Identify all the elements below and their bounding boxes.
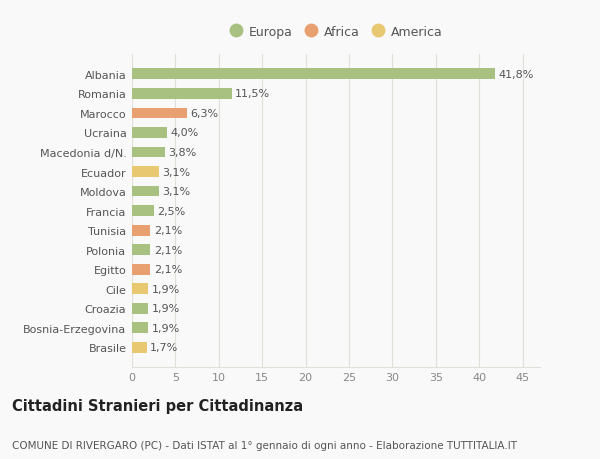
Text: 41,8%: 41,8% bbox=[499, 70, 534, 79]
Text: 1,9%: 1,9% bbox=[152, 304, 180, 313]
Text: COMUNE DI RIVERGARO (PC) - Dati ISTAT al 1° gennaio di ogni anno - Elaborazione : COMUNE DI RIVERGARO (PC) - Dati ISTAT al… bbox=[12, 440, 517, 450]
Text: 6,3%: 6,3% bbox=[190, 109, 218, 118]
Bar bbox=[132, 284, 148, 295]
Bar bbox=[132, 69, 495, 80]
Text: 2,5%: 2,5% bbox=[157, 206, 185, 216]
Text: 3,1%: 3,1% bbox=[163, 167, 191, 177]
Text: 1,9%: 1,9% bbox=[152, 284, 180, 294]
Text: Cittadini Stranieri per Cittadinanza: Cittadini Stranieri per Cittadinanza bbox=[12, 398, 303, 413]
Bar bbox=[132, 245, 150, 256]
Bar bbox=[132, 89, 232, 100]
Text: 3,1%: 3,1% bbox=[163, 187, 191, 196]
Bar bbox=[132, 303, 148, 314]
Bar bbox=[132, 264, 150, 275]
Bar bbox=[132, 128, 167, 139]
Bar bbox=[132, 147, 165, 158]
Text: 11,5%: 11,5% bbox=[235, 89, 271, 99]
Legend: Europa, Africa, America: Europa, Africa, America bbox=[224, 21, 448, 44]
Text: 2,1%: 2,1% bbox=[154, 245, 182, 255]
Bar bbox=[132, 342, 147, 353]
Text: 4,0%: 4,0% bbox=[170, 128, 199, 138]
Bar bbox=[132, 225, 150, 236]
Text: 1,9%: 1,9% bbox=[152, 323, 180, 333]
Text: 1,7%: 1,7% bbox=[150, 343, 178, 353]
Bar bbox=[132, 186, 159, 197]
Bar bbox=[132, 167, 159, 178]
Text: 2,1%: 2,1% bbox=[154, 226, 182, 235]
Bar bbox=[132, 323, 148, 334]
Bar bbox=[132, 108, 187, 119]
Bar bbox=[132, 206, 154, 217]
Text: 3,8%: 3,8% bbox=[169, 148, 197, 157]
Text: 2,1%: 2,1% bbox=[154, 265, 182, 274]
